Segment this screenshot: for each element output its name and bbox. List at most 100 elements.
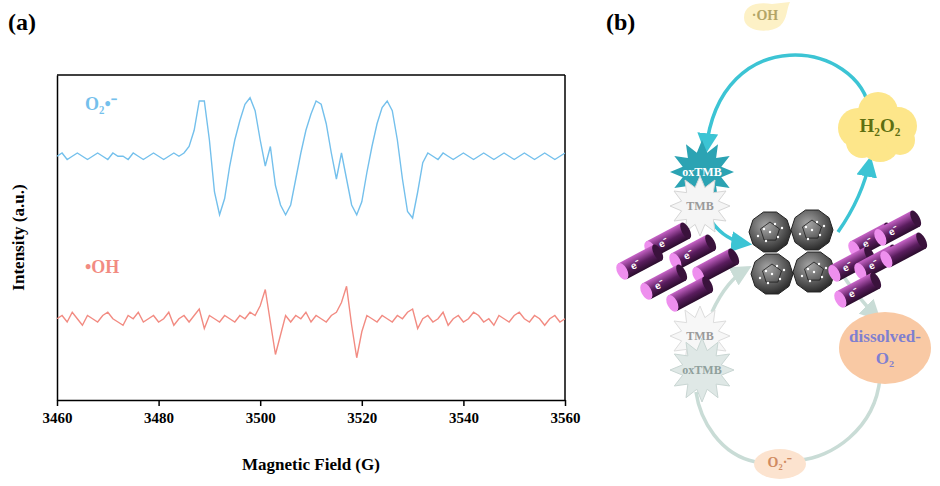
y-axis (57, 76, 58, 401)
y-axis-line (57, 76, 59, 401)
x-tick-label: 3500 (246, 410, 276, 426)
rod-end (914, 231, 930, 251)
rod-face (832, 289, 849, 310)
rod-face (614, 261, 631, 282)
electron-label: e⁻ (652, 278, 666, 292)
rod-face (826, 263, 843, 284)
particle-dot (771, 273, 773, 275)
cycle-arrow (696, 392, 756, 462)
rod-face (664, 293, 681, 314)
rod-end (703, 233, 719, 253)
catalyst-particle (791, 210, 833, 250)
plot-lines (57, 98, 565, 358)
particle-face (802, 220, 821, 238)
particle-dot (783, 269, 785, 271)
electron-label: e⁻ (840, 260, 854, 274)
x-tick-label: 3540 (449, 410, 479, 426)
radical-drop (744, 2, 790, 31)
particle-face (760, 222, 779, 240)
electron-label: e⁻ (628, 258, 642, 272)
frame-right (564, 75, 566, 400)
particle-dot (779, 278, 781, 280)
oxidant-blob (839, 312, 931, 384)
x-tick-mark (362, 400, 364, 406)
particle-dot (777, 236, 779, 238)
radical-blob (754, 449, 806, 479)
particle-body (751, 254, 793, 294)
cycle-arrow (712, 222, 748, 244)
node-label: TMB (686, 329, 713, 343)
particle-dot (799, 233, 801, 235)
rod-face (878, 249, 895, 270)
particle-dot (765, 270, 767, 272)
particle-dot (774, 223, 776, 225)
node-label: oxTMB (682, 363, 721, 377)
particle-dot (805, 226, 807, 228)
x-tick-label: 3460 (43, 410, 73, 426)
spectrum-line (57, 286, 565, 358)
series-label: •OH (85, 257, 119, 277)
x-tick-mark (158, 400, 160, 406)
nanorod (878, 231, 930, 270)
spectrum-line (57, 98, 565, 218)
x-tick-mark (260, 400, 262, 406)
x-axis-title: Magnetic Field (G) (242, 455, 380, 474)
electron-label: e⁻ (866, 258, 880, 272)
particle-body (791, 210, 833, 250)
x-tick-mark (565, 400, 567, 406)
particle-face (762, 264, 781, 282)
nanorod (664, 275, 716, 314)
panel-label: (a) (8, 9, 36, 35)
electron-label: e⁻ (846, 286, 860, 300)
mechanism-diagram: ·OHH₂O₂oxTMBTMBdissolved-O₂O₂·⁻TMBoxTMBe… (614, 2, 931, 479)
x-tick-label: 3520 (347, 410, 377, 426)
rod-face (872, 227, 889, 248)
rod-end (674, 263, 690, 283)
rod-end (700, 275, 716, 295)
x-tick-label: 3560 (551, 410, 581, 426)
particle-dot (819, 234, 821, 236)
particle-dot (767, 282, 769, 284)
particle-dot (818, 263, 820, 265)
particle-dot (807, 238, 809, 240)
particle-dot (823, 225, 825, 227)
particle-face (804, 262, 823, 280)
particle-dot (825, 267, 827, 269)
x-tick: 3520 (347, 400, 377, 426)
rod-end (908, 209, 924, 229)
node-label: O₂·⁻ (768, 455, 793, 470)
particle-dot (759, 277, 761, 279)
particle-dot (807, 268, 809, 270)
x-tick: 3480 (144, 400, 174, 426)
particle-dot (811, 229, 813, 231)
node-label: dissolved- (849, 327, 921, 346)
panel-label: (b) (606, 9, 635, 35)
particle-dot (781, 227, 783, 229)
particle-dot (801, 275, 803, 277)
node-label: TMB (686, 199, 713, 213)
particle-dot (809, 280, 811, 282)
particle-dot (813, 271, 815, 273)
rod-face (638, 281, 655, 302)
y-axis-title: Intensity (a.u.) (9, 184, 28, 290)
particle-dot (821, 276, 823, 278)
node-label: ·OH (752, 8, 779, 23)
node-label: oxTMB (682, 165, 721, 179)
electron-label: e⁻ (886, 224, 900, 238)
x-axis-line (58, 400, 566, 402)
x-tick: 3460 (43, 400, 73, 426)
product-star (670, 338, 734, 402)
cycle-arrow (800, 378, 880, 460)
particle-dot (765, 240, 767, 242)
x-tick-label: 3480 (144, 410, 174, 426)
rod-end (726, 247, 742, 267)
rod-end (650, 243, 666, 263)
x-tick: 3540 (449, 400, 479, 426)
x-tick: 3560 (551, 400, 581, 426)
rod-end (868, 271, 884, 291)
x-tick-mark (463, 400, 465, 406)
rod-end (678, 221, 694, 241)
particle-dot (816, 221, 818, 223)
figure: (a) 3460 3480 3500 3520 3540 3560 Magnetic Fiel… (0, 0, 940, 486)
frame-top (57, 74, 565, 76)
